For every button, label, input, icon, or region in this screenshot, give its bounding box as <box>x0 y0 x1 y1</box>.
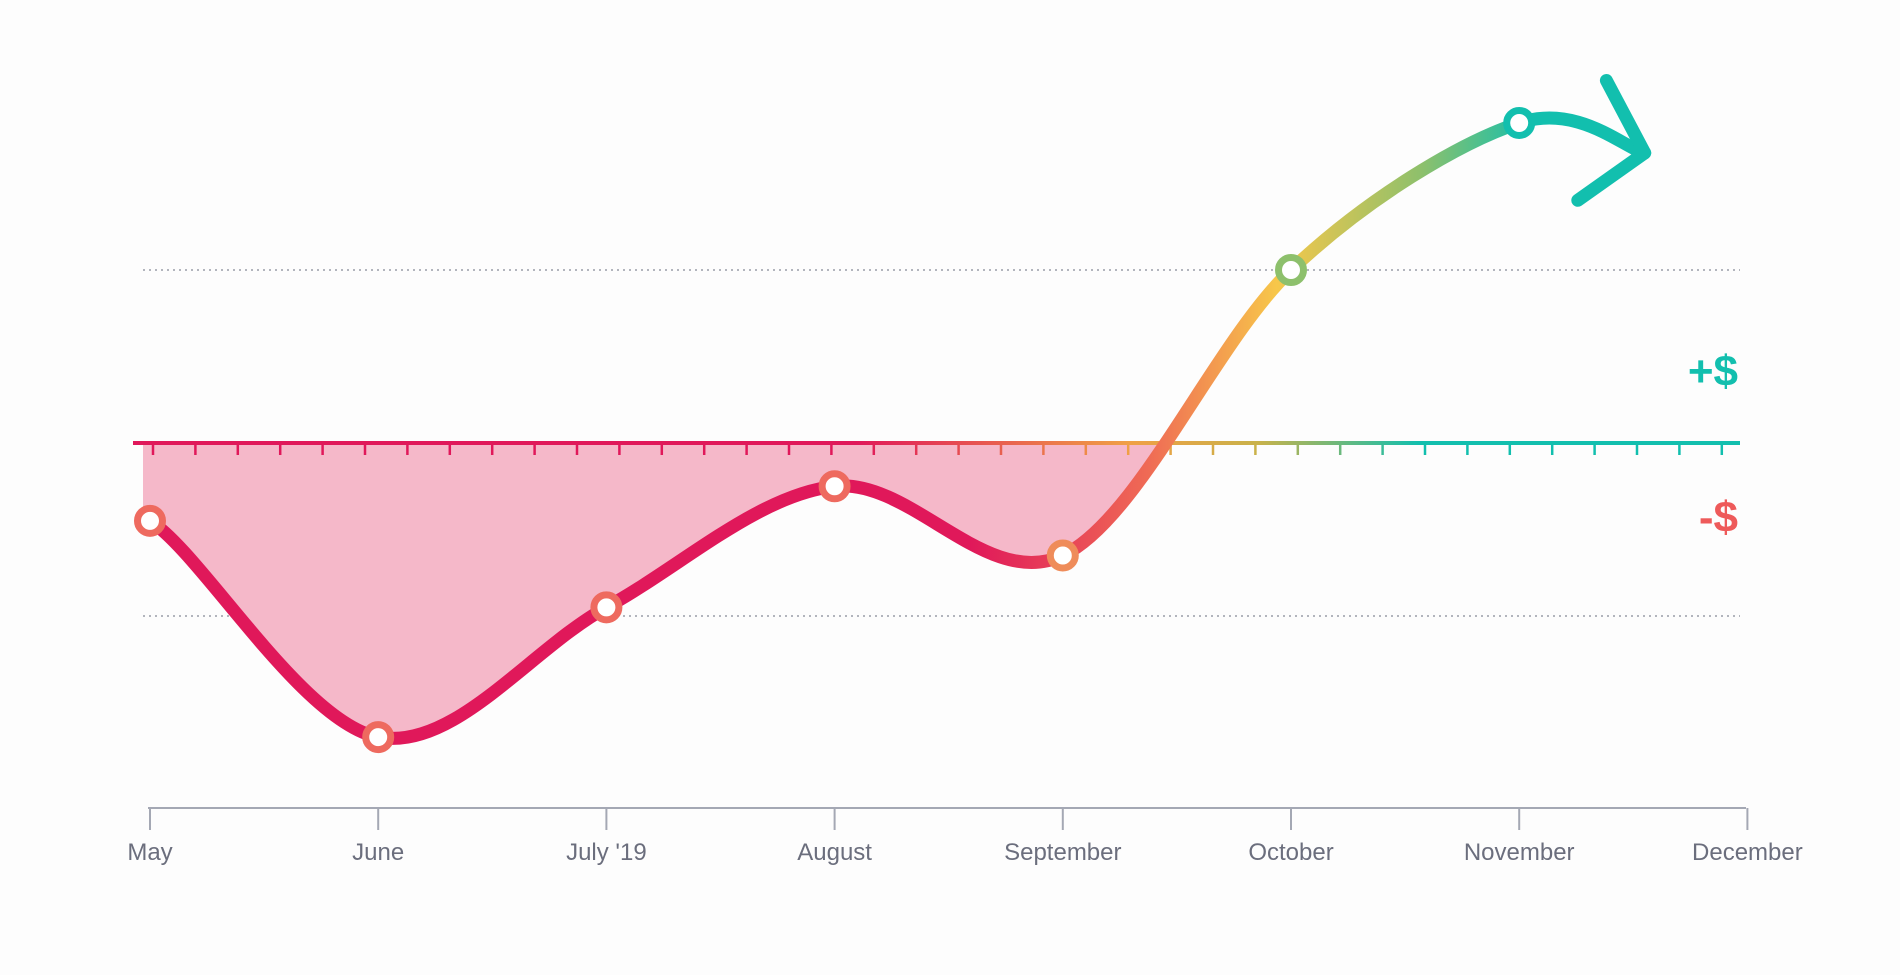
data-point <box>1046 539 1079 572</box>
x-tick-label: July '19 <box>566 839 647 866</box>
trend-arrow-icon <box>1571 74 1652 207</box>
x-tick-label: May <box>127 839 172 866</box>
data-point <box>134 504 166 537</box>
x-tick-label: October <box>1248 839 1333 866</box>
x-tick-label: December <box>1692 839 1803 866</box>
x-axis: May June July '19 August September October Nov… <box>127 807 1803 866</box>
data-point <box>590 591 623 624</box>
x-tick-label: August <box>797 839 872 866</box>
x-tick-label: June <box>352 839 404 866</box>
x-tick-label: November <box>1464 839 1575 866</box>
data-point <box>818 470 851 503</box>
positive-label: +$ <box>1688 347 1738 396</box>
data-markers <box>134 106 1536 754</box>
x-tick-label: September <box>1004 839 1121 866</box>
zero-axis <box>133 441 1740 455</box>
data-point <box>1503 106 1536 139</box>
data-point <box>1275 254 1307 286</box>
reference-lines <box>143 269 1740 617</box>
data-point <box>362 721 395 754</box>
negative-label: -$ <box>1699 493 1738 542</box>
negative-area-fill <box>143 443 1520 739</box>
